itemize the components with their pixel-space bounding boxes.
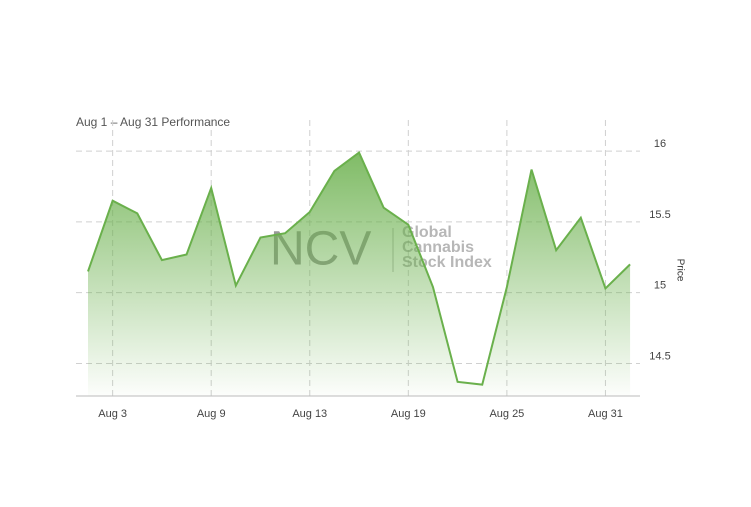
x-tick-label: Aug 19 <box>391 408 426 420</box>
watermark-text: Global <box>402 224 452 241</box>
x-tick-label: Aug 13 <box>292 408 327 420</box>
y-tick-label: 15 <box>654 280 666 292</box>
x-tick-label: Aug 3 <box>98 408 127 420</box>
y-tick-label: 14.5 <box>649 350 670 362</box>
x-tick-label: Aug 25 <box>489 408 524 420</box>
y-tick-label: 15.5 <box>649 209 670 221</box>
y-axis-title: Price <box>674 259 685 282</box>
x-tick-label: Aug 31 <box>588 408 623 420</box>
x-tick-label: Aug 9 <box>197 408 226 420</box>
line <box>87 151 631 386</box>
y-tick-label: 16 <box>654 138 666 150</box>
area <box>88 152 631 396</box>
chart-title: Aug 1 – Aug 31 Performance <box>76 115 230 129</box>
